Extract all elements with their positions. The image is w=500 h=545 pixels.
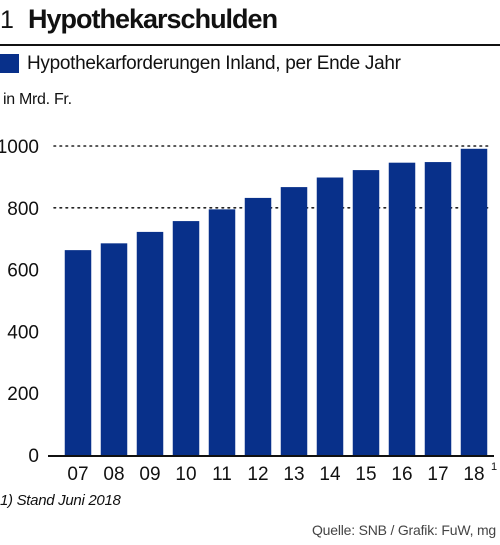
x-tick-superscript-18: 1 [491, 461, 497, 473]
bar-layer [64, 148, 488, 456]
y-tick-labels: 0 200 400 600 800 1000 [0, 137, 39, 467]
grid-layer [53, 145, 493, 209]
x-tick-18: 18 [463, 464, 484, 485]
y-tick-0: 0 [28, 446, 39, 467]
bar-16 [388, 162, 416, 455]
y-tick-1000: 1000 [0, 137, 39, 158]
y-tick-200: 200 [7, 384, 39, 405]
bar-18 [460, 148, 488, 455]
bar-07 [64, 250, 92, 455]
x-tick-17: 17 [427, 464, 448, 485]
y-tick-600: 600 [7, 261, 39, 282]
chart-header: 1 Hypothekarschulden [0, 0, 500, 46]
bar-08 [100, 243, 128, 455]
bar-10 [172, 221, 200, 455]
y-tick-400: 400 [7, 322, 39, 343]
x-tick-13: 13 [283, 464, 304, 485]
source-credit: Quelle: SNB / Grafik: FuW, mg [311, 522, 496, 538]
x-tick-16: 16 [391, 464, 412, 485]
x-tick-12: 12 [247, 464, 268, 485]
bar-11 [208, 209, 236, 455]
x-tick-labels: 07 08 09 10 11 12 13 14 15 16 17 18 1 [67, 461, 497, 485]
y-tick-800: 800 [7, 199, 39, 220]
legend-swatch [0, 54, 19, 73]
x-tick-10: 10 [175, 464, 196, 485]
bar-17 [424, 162, 452, 455]
bar-14 [316, 177, 344, 455]
footnote: 1) Stand Juni 2018 [0, 492, 121, 509]
chart-title: Hypothekarschulden [28, 4, 278, 34]
x-tick-07: 07 [67, 464, 88, 485]
bar-15 [352, 170, 380, 456]
bar-13 [280, 187, 308, 456]
x-tick-14: 14 [319, 464, 341, 485]
title-rule [0, 44, 500, 46]
bar-chart: 0 200 400 600 800 1000 07 08 09 10 11 12 13 14 15 16 17… [0, 137, 497, 485]
x-tick-11: 11 [212, 464, 232, 485]
bar-12 [244, 197, 272, 456]
bar-09 [136, 231, 164, 455]
x-tick-15: 15 [355, 464, 376, 485]
figure-number: 1 [0, 6, 14, 34]
x-tick-08: 08 [103, 464, 124, 485]
x-tick-09: 09 [139, 464, 160, 485]
legend-label: Hypothekarforderungen Inland, per Ende J… [27, 53, 401, 74]
y-axis-unit-label: in Mrd. Fr. [3, 91, 72, 108]
